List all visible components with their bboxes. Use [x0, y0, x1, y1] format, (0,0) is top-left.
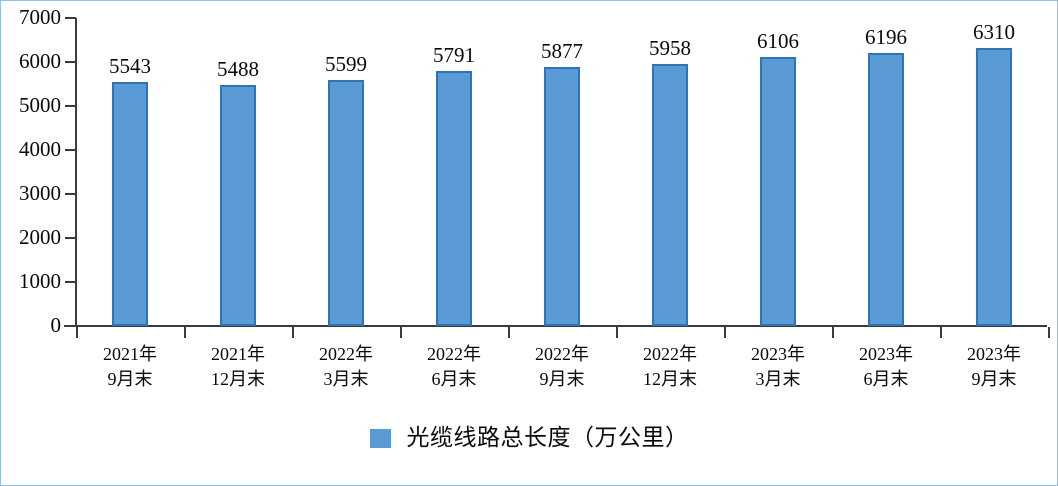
y-axis-tick-label: 7000	[19, 5, 61, 29]
x-axis-category-line: 3月末	[323, 369, 369, 389]
bar	[220, 84, 256, 326]
bar	[760, 57, 796, 326]
x-axis-category-line: 3月末	[755, 369, 801, 389]
x-axis-category-label: 2022年 3月末	[292, 342, 400, 392]
y-axis-tick-label: 1000	[19, 269, 61, 293]
x-axis-tick	[724, 327, 726, 338]
y-axis-line	[75, 18, 77, 327]
x-axis-category-line: 2021年	[103, 344, 157, 364]
chart-legend: 光缆线路总长度（万公里）	[1, 425, 1057, 451]
bar-value-label: 5877	[541, 39, 583, 64]
x-axis-tick	[832, 327, 834, 338]
y-axis-tick-label: 5000	[19, 93, 61, 117]
bar	[868, 53, 904, 326]
x-axis-category-line: 12月末	[643, 369, 697, 389]
x-axis-tick	[292, 327, 294, 338]
y-axis-tick	[65, 237, 76, 239]
y-axis-tick	[65, 325, 76, 327]
x-axis-category-line: 9月末	[107, 369, 153, 389]
bar-value-label: 6310	[973, 20, 1015, 45]
bar	[328, 79, 364, 326]
x-axis-tick	[400, 327, 402, 338]
y-axis-tick-label: 2000	[19, 225, 61, 249]
x-axis-tick	[616, 327, 618, 338]
y-axis-tick	[65, 149, 76, 151]
bar-value-label: 5791	[433, 43, 475, 68]
y-axis-tick	[65, 105, 76, 107]
y-axis-tick	[65, 193, 76, 195]
x-axis-category-line: 2022年	[643, 344, 697, 364]
bar-value-label: 5958	[649, 35, 691, 60]
bar-value-label: 5488	[217, 56, 259, 81]
x-axis-category-label: 2021年 9月末	[76, 342, 184, 392]
y-axis-tick-label: 6000	[19, 49, 61, 73]
x-axis-category-line: 2023年	[859, 344, 913, 364]
x-axis-tick	[940, 327, 942, 338]
x-axis-category-line: 2021年	[211, 344, 265, 364]
bar	[544, 67, 580, 326]
x-axis-category-label: 2023年 6月末	[832, 342, 940, 392]
x-axis-category-line: 2022年	[319, 344, 373, 364]
bar	[436, 71, 472, 326]
bar	[652, 63, 688, 326]
x-axis-category-line: 9月末	[539, 369, 585, 389]
x-axis-category-line: 2022年	[427, 344, 481, 364]
x-axis-tick	[1048, 327, 1050, 338]
x-axis-category-line: 9月末	[971, 369, 1017, 389]
x-axis-category-line: 6月末	[863, 369, 909, 389]
bar	[976, 48, 1012, 326]
x-axis-category-line: 2022年	[535, 344, 589, 364]
y-axis-tick-label: 4000	[19, 137, 61, 161]
y-axis-tick-label: 0	[50, 313, 62, 337]
legend-swatch-icon	[369, 428, 391, 448]
bar	[112, 82, 148, 326]
x-axis-category-label: 2022年 9月末	[508, 342, 616, 392]
x-axis-category-label: 2023年 9月末	[940, 342, 1048, 392]
x-axis-tick	[184, 327, 186, 338]
x-axis-category-label: 2022年 6月末	[400, 342, 508, 392]
x-axis-category-label: 2022年 12月末	[616, 342, 724, 392]
bar-value-label: 6196	[865, 25, 907, 50]
y-axis-tick	[65, 281, 76, 283]
x-axis-category-label: 2023年 3月末	[724, 342, 832, 392]
bar-value-label: 5599	[325, 51, 367, 76]
x-axis-tick	[508, 327, 510, 338]
x-axis-category-label: 2021年 12月末	[184, 342, 292, 392]
x-axis-category-line: 6月末	[431, 369, 477, 389]
legend-label: 光缆线路总长度（万公里）	[406, 425, 689, 450]
x-axis-category-line: 2023年	[751, 344, 805, 364]
x-axis-category-line: 12月末	[211, 369, 265, 389]
bar-value-label: 5543	[109, 54, 151, 79]
bar-value-label: 6106	[757, 29, 799, 54]
x-axis-category-line: 2023年	[967, 344, 1021, 364]
y-axis-tick	[65, 17, 76, 19]
x-axis-tick	[76, 327, 78, 338]
y-axis-tick	[65, 61, 76, 63]
y-axis-tick-label: 3000	[19, 181, 61, 205]
x-axis-line	[64, 325, 1047, 327]
